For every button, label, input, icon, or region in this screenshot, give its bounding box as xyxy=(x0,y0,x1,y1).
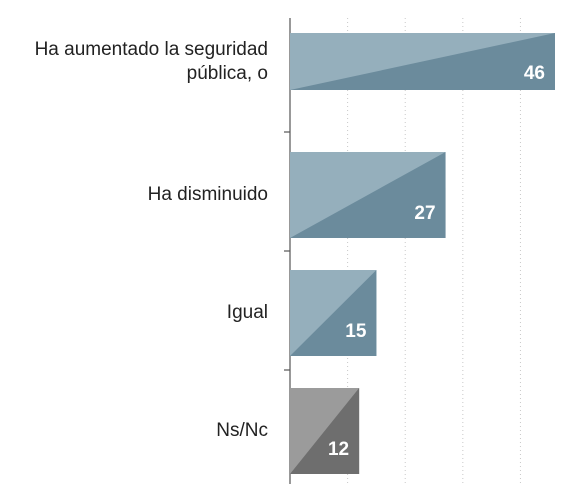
value-label: 15 xyxy=(345,321,367,342)
category-text: Ha disminuido xyxy=(147,184,268,205)
value-label: 12 xyxy=(328,439,349,460)
value-label: 27 xyxy=(414,203,435,224)
bar-dark xyxy=(290,152,446,238)
category-label: Ns/Nc xyxy=(0,368,268,484)
category-label: Igual xyxy=(0,250,268,376)
bar xyxy=(290,388,360,474)
category-text: Ns/Nc xyxy=(216,420,268,441)
category-text: Igual xyxy=(226,302,268,323)
category-label: Ha disminuido xyxy=(0,132,268,258)
bar-dark xyxy=(290,388,360,474)
bar xyxy=(290,270,377,356)
bar-dark xyxy=(290,270,377,356)
bar xyxy=(290,33,555,90)
category-text: Ha aumentado la seguridad pública, o xyxy=(34,38,268,84)
value-label: 46 xyxy=(524,63,545,84)
category-label: Ha aumentado la seguridad pública, o xyxy=(0,13,268,110)
bar xyxy=(290,152,446,238)
bar-dark xyxy=(290,33,555,90)
